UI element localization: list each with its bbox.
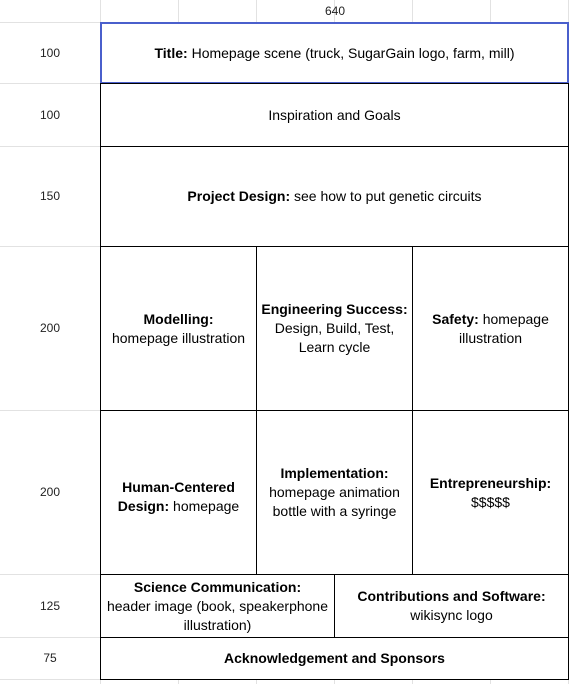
cell-text: homepage [169, 497, 240, 514]
cell-heading: Human-Centered Design: [117, 478, 235, 514]
cell-heading: Title: [154, 44, 188, 61]
cell-text: Inspiration and Goals [268, 106, 401, 123]
science-communication-cell[interactable]: Science Communication: header image (book… [100, 574, 335, 638]
project-design-cell[interactable]: Project Design: see how to put genetic c… [100, 146, 569, 247]
cell-text: homepage illustration [458, 310, 549, 346]
engineering-success-cell[interactable]: Engineering Success: Design, Build, Test,… [256, 246, 413, 411]
cell-heading: Acknowledgement and Sponsors [224, 650, 445, 666]
cell-text: homepage illustration [111, 329, 246, 346]
safety-cell[interactable]: Safety: homepage illustration [412, 246, 569, 411]
cell-text: wikisync logo [410, 607, 493, 623]
cell-text: $$$$$ [471, 493, 510, 510]
implementation-cell[interactable]: Implementation: homepage animation bottle… [256, 410, 413, 575]
cell-heading: Project Design: [187, 188, 291, 204]
modelling-cell[interactable]: Modelling: homepage illustration [100, 246, 257, 411]
title-cell[interactable]: Title: Homepage scene (truck, SugarGain … [100, 22, 569, 84]
cell-heading: Modelling: [143, 310, 214, 327]
cell-text: homepage animation bottle with a syringe [269, 484, 400, 519]
row-height-label: 100 [39, 107, 61, 122]
column-width-label: 640 [324, 4, 346, 18]
cell-text: see how to put genetic circuits [290, 188, 482, 204]
row-height-label: 100 [39, 45, 61, 60]
cell-heading: Implementation: [280, 465, 389, 481]
inspiration-goals-cell[interactable]: Inspiration and Goals [100, 83, 569, 147]
cell-heading: Science Communication: [133, 578, 302, 595]
cell-heading: Entrepreneurship: [429, 474, 552, 491]
row-height-label: 200 [39, 485, 61, 499]
human-centered-design-cell[interactable]: Human-Centered Design: homepage [100, 410, 257, 575]
acknowledgement-sponsors-cell[interactable]: Acknowledgement and Sponsors [100, 637, 569, 680]
cell-text: header image (book, speakerphone illustr… [106, 597, 329, 633]
entrepreneurship-cell[interactable]: Entrepreneurship: $$$$$ [412, 410, 569, 575]
row-height-label: 75 [43, 651, 57, 665]
cell-text: Design, Build, Test, Learn cycle [274, 320, 395, 355]
cell-heading: Engineering Success: [261, 301, 408, 317]
cell-text: Homepage scene (truck, SugarGain logo, f… [187, 44, 515, 61]
row-height-label: 200 [39, 321, 61, 335]
row-height-label: 125 [39, 598, 61, 613]
cell-heading: Safety: [432, 310, 479, 327]
cell-heading: Contributions and Software: [357, 588, 546, 604]
contributions-software-cell[interactable]: Contributions and Software: wikisync logo [334, 574, 569, 638]
row-height-label: 150 [39, 189, 61, 203]
